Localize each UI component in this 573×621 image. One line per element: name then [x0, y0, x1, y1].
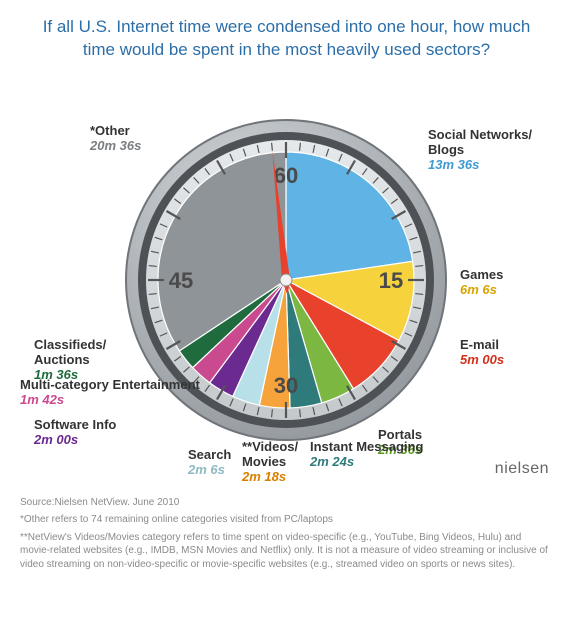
tick: [415, 265, 423, 266]
label-search: Search2m 6s: [188, 448, 231, 478]
label-swinfo: Software Info2m 00s: [34, 418, 116, 448]
label-name: **Videos/Movies: [242, 440, 298, 470]
label-name: Social Networks/Blogs: [428, 128, 532, 158]
tick: [149, 293, 157, 294]
label-name: Software Info: [34, 418, 116, 433]
label-time: 2m 00s: [34, 432, 78, 447]
footnote-source: Source:Nielsen NetView. June 2010: [20, 496, 553, 510]
clock-numeral: 30: [274, 373, 298, 398]
label-games: Games6m 6s: [460, 268, 503, 298]
label-name: Instant Messaging: [310, 440, 423, 455]
label-time: 2m 18s: [242, 469, 286, 484]
label-videos: **Videos/Movies2m 18s: [242, 440, 298, 485]
label-time: 13m 36s: [428, 157, 479, 172]
label-name: E-mail: [460, 338, 504, 353]
label-name: Classifieds/Auctions: [34, 338, 106, 368]
label-time: 2m 24s: [310, 454, 354, 469]
label-social: Social Networks/Blogs13m 36s: [428, 128, 532, 173]
label-time: 20m 36s: [90, 138, 141, 153]
tick: [300, 409, 301, 417]
clock-pie-chart: 60 15 30 45 Social Networks/Blogs13m 36s Gam…: [20, 80, 553, 490]
label-other: *Other20m 36s: [90, 124, 141, 154]
label-time: 6m 6s: [460, 282, 497, 297]
tick: [415, 293, 423, 294]
label-time: 1m 42s: [20, 392, 64, 407]
clock-numeral: 15: [379, 268, 403, 293]
footnote-other: *Other refers to 74 remaining online cat…: [20, 513, 553, 527]
page-title: If all U.S. Internet time were condensed…: [30, 16, 543, 62]
brand-logo: nielsen: [495, 460, 549, 478]
tick: [300, 143, 301, 151]
label-class: Classifieds/Auctions1m 36s: [34, 338, 106, 383]
label-name: *Other: [90, 124, 141, 139]
tick: [149, 265, 157, 266]
footnote-videos: **NetView's Videos/Movies category refer…: [20, 531, 553, 572]
label-time: 2m 6s: [188, 462, 225, 477]
clock-numeral: 45: [169, 268, 193, 293]
footnotes: Source:Nielsen NetView. June 2010 *Other…: [20, 496, 553, 572]
label-time: 1m 36s: [34, 367, 78, 382]
hand-hub: [280, 274, 292, 286]
label-im: Instant Messaging2m 24s: [310, 440, 423, 470]
label-email: E-mail5m 00s: [460, 338, 504, 368]
tick: [272, 409, 273, 417]
label-name: Games: [460, 268, 503, 283]
label-time: 5m 00s: [460, 352, 504, 367]
label-name: Search: [188, 448, 231, 463]
clock-numeral: 60: [274, 163, 298, 188]
tick: [272, 143, 273, 151]
